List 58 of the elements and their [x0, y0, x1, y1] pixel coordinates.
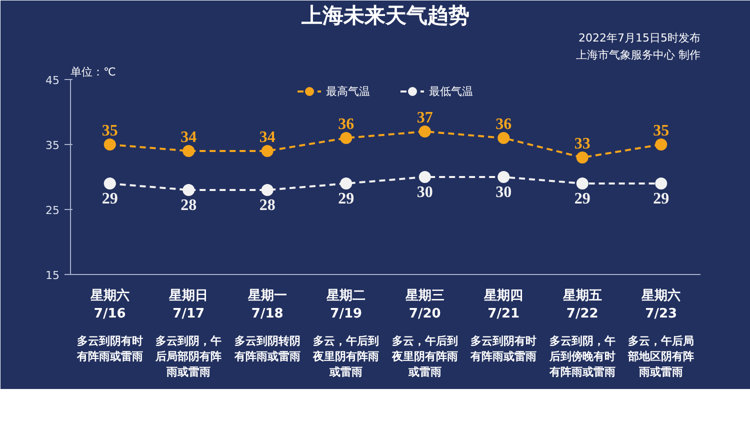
data-label: 30 [496, 184, 512, 201]
point [418, 126, 431, 138]
point [261, 145, 274, 157]
x-tick-label: 星期六 7/16 [89, 288, 130, 322]
data-label: 35 [102, 122, 118, 140]
data-label: 37 [416, 110, 433, 126]
y-tick-label: 45 [46, 74, 60, 87]
point [340, 178, 352, 190]
data-label: 29 [574, 190, 590, 208]
text: 多云到阴，午后到傍晚有时有阵雨或雷雨 [548, 334, 616, 379]
point [104, 178, 116, 190]
y-tick-label: 35 [46, 139, 60, 152]
text: 多云，午后到夜里阴有阵雨或雷雨 [312, 334, 380, 379]
x-tick-label: 星期六 7/23 [640, 288, 681, 322]
point [655, 138, 668, 150]
point [182, 184, 195, 196]
data-label: 34 [180, 129, 197, 146]
point [182, 145, 195, 157]
y-axis-title: 单位：℃ [70, 66, 116, 78]
y-tick-label: 25 [46, 204, 60, 217]
point [576, 152, 588, 164]
data-label: 29 [653, 190, 670, 208]
x-tick-label: 星期三 7/20 [404, 288, 444, 322]
point [655, 178, 668, 190]
x-tick-label: 星期五 7/22 [562, 288, 602, 322]
chart-subtitle: 2022年7月15日5时发布 [578, 32, 701, 44]
data-label: 30 [416, 184, 433, 201]
x-tick-label: 星期四 7/21 [483, 288, 524, 322]
text: 多云，午后到夜里阴有阵雨或雷雨 [390, 334, 458, 379]
data-label: 29 [102, 190, 118, 208]
data-label: 35 [653, 122, 670, 140]
text: 多云到阴转阴有阵雨或雷雨 [233, 334, 300, 364]
x-tick-label: 星期日 7/17 [168, 288, 208, 322]
data-label: 34 [259, 129, 276, 146]
text: 多云，午后局部地区阴有阵雨或雷雨 [627, 334, 694, 379]
legend-label: 最高气温 [326, 84, 370, 98]
point [104, 138, 116, 150]
point [498, 132, 510, 144]
text: 多云到阴有时有阵雨或雷雨 [470, 334, 537, 364]
point [576, 178, 588, 190]
chart-title: 上海未来天气趋势 [300, 4, 470, 28]
data-label: 33 [574, 136, 590, 152]
x-tick-label: 星期一 7/18 [246, 288, 287, 322]
data-label: 28 [180, 197, 197, 214]
point [498, 171, 510, 183]
data-label: 28 [259, 197, 276, 214]
point [261, 184, 274, 196]
data-label: 29 [338, 190, 354, 208]
data-label: 36 [496, 116, 512, 133]
y-tick-label: 15 [46, 269, 60, 282]
text: 多云到阴，午后局部阴有阵雨或雷雨 [154, 334, 222, 379]
x-tick-label: 星期二 7/19 [326, 288, 366, 322]
text: 多云到阴有时有阵雨或雷雨 [76, 334, 143, 364]
point [418, 171, 431, 183]
point [340, 132, 352, 144]
data-label: 36 [338, 116, 354, 133]
text: 上海市气象服务中心 制作 [576, 48, 701, 62]
legend-label: 最低气温 [429, 84, 473, 98]
